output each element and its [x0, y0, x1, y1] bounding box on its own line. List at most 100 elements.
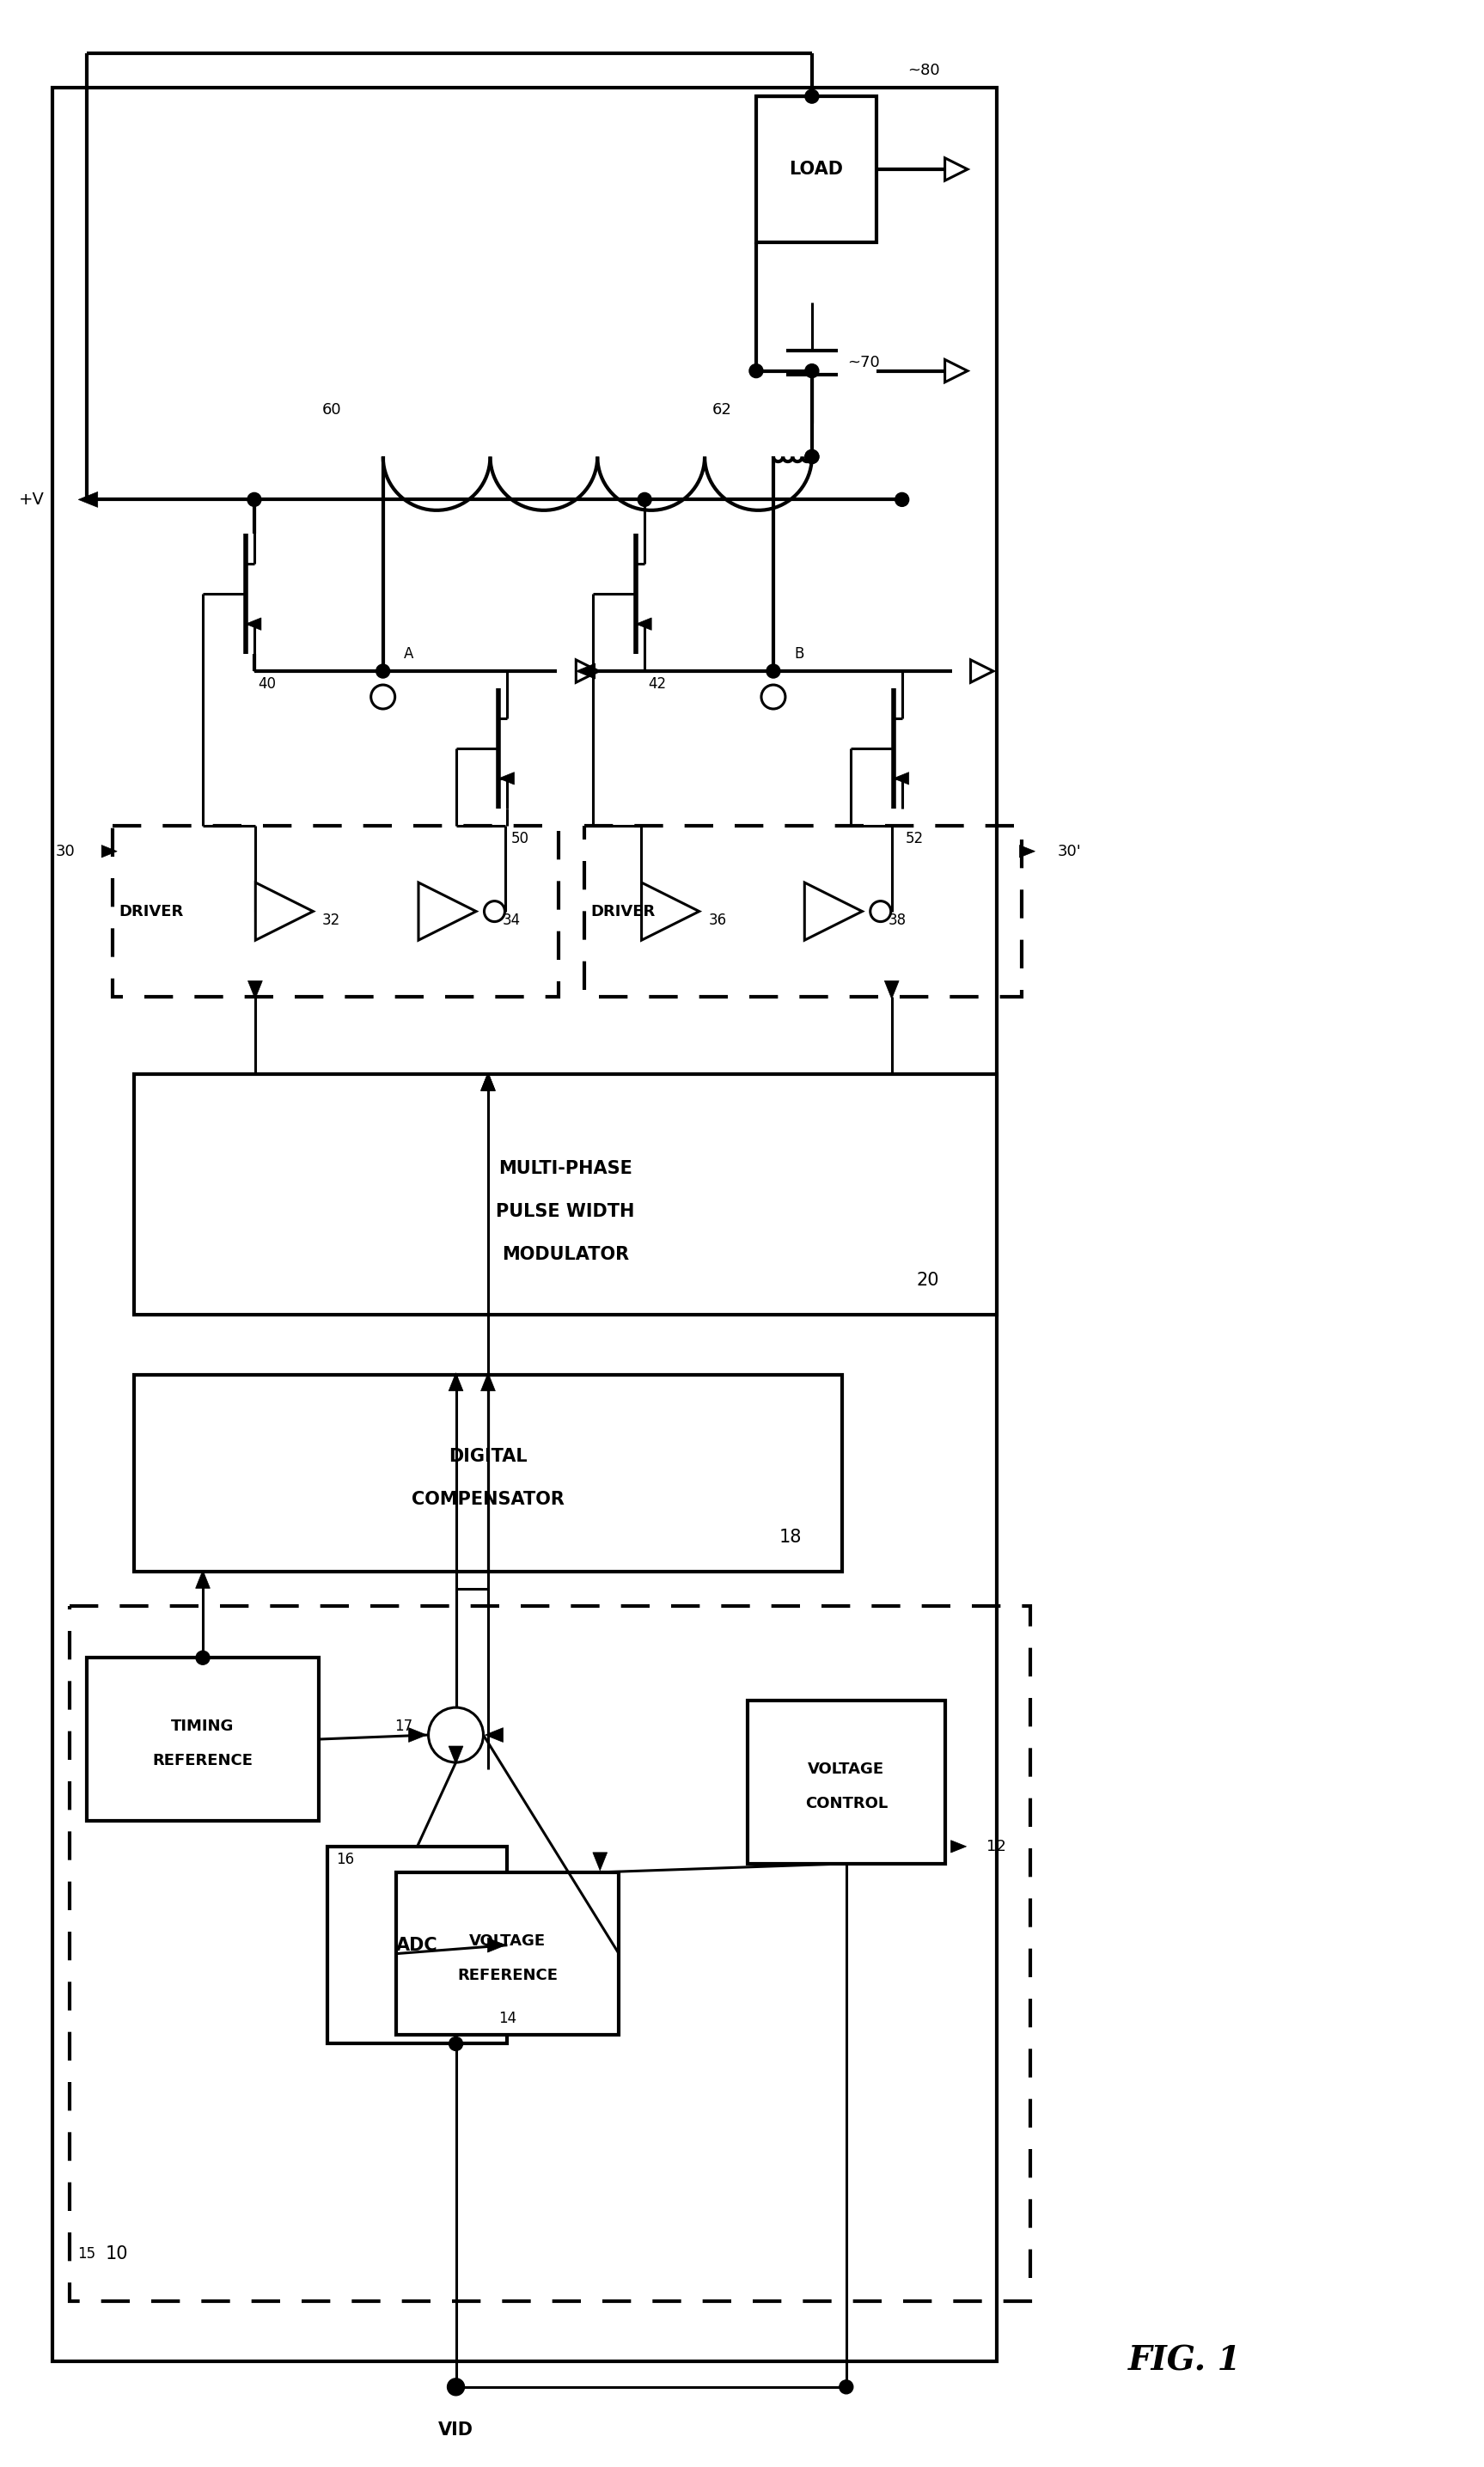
Circle shape	[429, 1707, 484, 1761]
Circle shape	[804, 449, 819, 464]
Polygon shape	[592, 1853, 607, 1870]
Polygon shape	[945, 360, 968, 382]
Circle shape	[766, 664, 781, 678]
Text: 20: 20	[916, 1271, 939, 1288]
Polygon shape	[576, 664, 595, 678]
Text: 10: 10	[105, 2245, 129, 2262]
Polygon shape	[248, 982, 263, 999]
Bar	[134, 1374, 841, 1571]
Bar	[748, 1700, 945, 1863]
Polygon shape	[79, 491, 98, 508]
Bar	[134, 1073, 996, 1315]
Circle shape	[804, 365, 819, 377]
Bar	[585, 826, 1022, 997]
Bar	[326, 1845, 508, 2043]
Text: 18: 18	[779, 1530, 801, 1547]
Circle shape	[761, 686, 785, 708]
Text: 17: 17	[395, 1719, 413, 1734]
Text: 50: 50	[510, 831, 530, 846]
Polygon shape	[637, 617, 651, 629]
Circle shape	[450, 2038, 463, 2050]
Text: DRIVER: DRIVER	[119, 903, 184, 920]
Polygon shape	[485, 1727, 503, 1742]
Polygon shape	[951, 1840, 966, 1853]
Circle shape	[447, 2378, 464, 2395]
Text: 38: 38	[889, 913, 907, 928]
Circle shape	[371, 686, 395, 708]
Circle shape	[196, 1650, 209, 1665]
Text: +V: +V	[18, 491, 45, 508]
Polygon shape	[488, 1939, 506, 1951]
Circle shape	[749, 365, 763, 377]
Text: 36: 36	[708, 913, 727, 928]
Text: VOLTAGE: VOLTAGE	[807, 1761, 884, 1776]
Circle shape	[638, 493, 651, 506]
Polygon shape	[448, 1374, 463, 1391]
Polygon shape	[408, 1727, 427, 1742]
Text: 52: 52	[905, 831, 925, 846]
Text: VID: VID	[438, 2420, 473, 2437]
Text: LOAD: LOAD	[789, 160, 843, 178]
Polygon shape	[804, 883, 862, 940]
Text: REFERENCE: REFERENCE	[153, 1754, 254, 1769]
Polygon shape	[1020, 846, 1034, 859]
Text: 30': 30'	[1058, 844, 1082, 859]
Polygon shape	[481, 1374, 496, 1391]
Polygon shape	[971, 659, 993, 683]
Text: ADC: ADC	[396, 1937, 438, 1954]
Text: 14: 14	[499, 2011, 516, 2025]
Bar	[52, 89, 996, 2361]
Text: PULSE WIDTH: PULSE WIDTH	[496, 1204, 635, 1221]
Polygon shape	[481, 1073, 496, 1090]
Polygon shape	[481, 1073, 496, 1090]
Circle shape	[375, 664, 390, 678]
Text: FIG. 1: FIG. 1	[1128, 2346, 1242, 2378]
Text: VOLTAGE: VOLTAGE	[469, 1934, 546, 1949]
Circle shape	[895, 493, 908, 506]
Circle shape	[804, 89, 819, 104]
Text: CONTROL: CONTROL	[804, 1796, 887, 1811]
Text: TIMING: TIMING	[171, 1719, 234, 1734]
Polygon shape	[945, 158, 968, 180]
Polygon shape	[499, 772, 515, 785]
Text: 60: 60	[322, 402, 341, 417]
Bar	[70, 1606, 1031, 2302]
Polygon shape	[884, 982, 899, 999]
Text: 30: 30	[56, 844, 76, 859]
Text: 32: 32	[322, 913, 341, 928]
Text: 62: 62	[712, 402, 732, 417]
Polygon shape	[893, 772, 908, 785]
Polygon shape	[196, 1569, 211, 1589]
Text: 16: 16	[335, 1853, 353, 1868]
Polygon shape	[448, 1747, 463, 1764]
Circle shape	[248, 493, 261, 506]
Bar	[113, 826, 559, 997]
Text: B: B	[794, 646, 804, 661]
Text: ~80: ~80	[907, 62, 939, 79]
Bar	[757, 96, 876, 242]
Text: 15: 15	[77, 2247, 95, 2262]
Bar	[88, 1658, 319, 1821]
Text: ~70: ~70	[847, 355, 880, 370]
Polygon shape	[255, 883, 313, 940]
Text: 34: 34	[503, 913, 521, 928]
Text: DRIVER: DRIVER	[591, 903, 656, 920]
Polygon shape	[641, 883, 699, 940]
Circle shape	[870, 900, 890, 923]
Text: COMPENSATOR: COMPENSATOR	[411, 1490, 564, 1507]
Circle shape	[484, 900, 505, 923]
Bar	[396, 1872, 619, 2035]
Text: 12: 12	[987, 1838, 1006, 1855]
Polygon shape	[246, 617, 261, 629]
Text: 40: 40	[258, 676, 276, 691]
Circle shape	[804, 449, 819, 464]
Text: DIGITAL: DIGITAL	[448, 1448, 527, 1465]
Text: A: A	[404, 646, 414, 661]
Text: MODULATOR: MODULATOR	[502, 1246, 629, 1263]
Text: 42: 42	[649, 676, 666, 691]
Text: MULTI-PHASE: MULTI-PHASE	[499, 1159, 632, 1177]
Circle shape	[840, 2381, 853, 2393]
Polygon shape	[576, 659, 598, 683]
Polygon shape	[418, 883, 476, 940]
Polygon shape	[101, 846, 117, 859]
